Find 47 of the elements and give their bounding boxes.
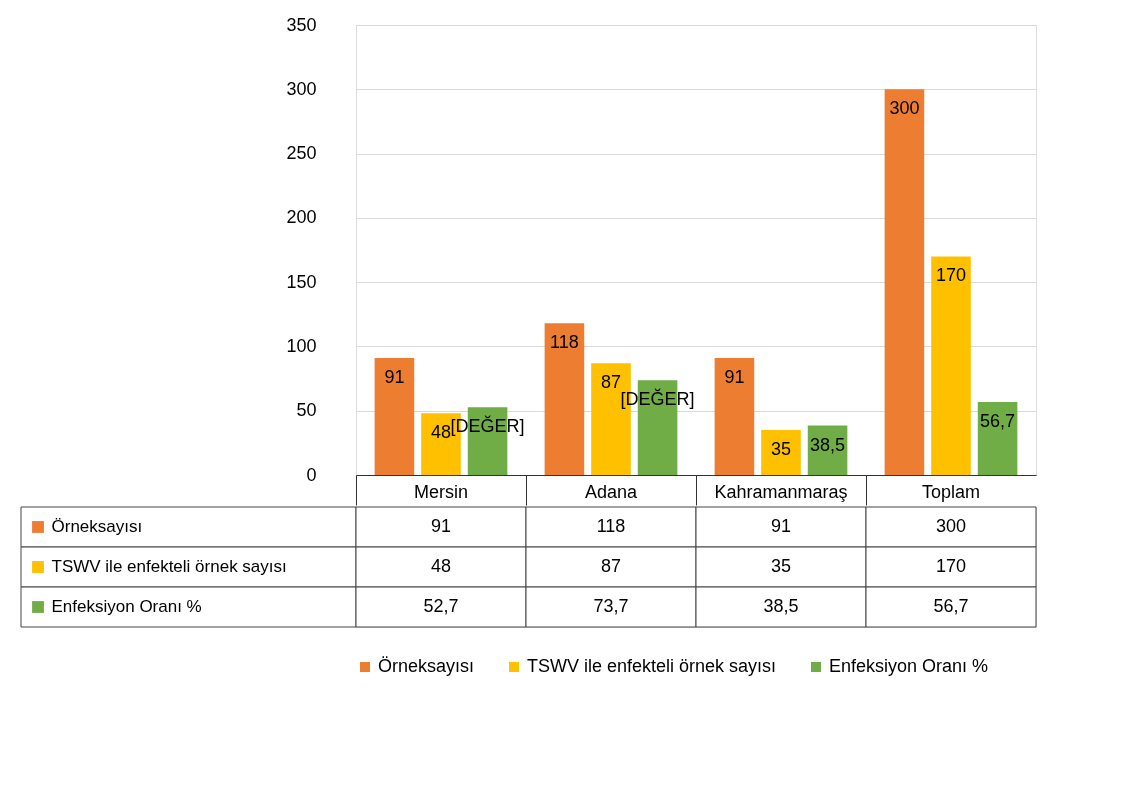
- legend-label: Enfeksiyon Oranı %: [829, 656, 989, 676]
- text: 56,7: [933, 596, 969, 616]
- text: TSWV ile enfekteli örnek sayısı: [527, 656, 777, 676]
- data-label: 118: [550, 332, 579, 353]
- data-label: 87: [600, 372, 622, 393]
- text: Enfeksiyon Oranı %: [51, 597, 202, 616]
- y-tick-label: 300: [286, 78, 317, 99]
- text: 38,5: [763, 596, 799, 616]
- bar: [374, 358, 415, 475]
- legend-label: Örneksayısı: [378, 656, 475, 676]
- data-label: 38,5: [810, 434, 846, 455]
- y-tick-label: 200: [286, 207, 317, 228]
- data-label: 300: [889, 98, 920, 119]
- text: 35: [770, 556, 792, 576]
- text: 48: [430, 556, 452, 576]
- data-label: 48: [430, 422, 452, 443]
- text: Örneksayısı: [51, 517, 143, 536]
- text: 73,7: [593, 596, 629, 616]
- data-label: 91: [724, 367, 745, 387]
- y-tick-label: 50: [296, 400, 317, 421]
- bar: [761, 430, 801, 475]
- text: 300: [935, 516, 967, 536]
- bar: [931, 256, 971, 475]
- text: 170: [935, 556, 967, 576]
- y-tick-label: 100: [286, 335, 317, 356]
- data-label: 35: [770, 439, 792, 459]
- text: 52,7: [423, 596, 459, 616]
- data-label: 56,7: [980, 411, 1016, 432]
- y-tick-label: 150: [286, 271, 317, 292]
- y-tick-label: 250: [286, 143, 317, 164]
- bar: [977, 402, 1018, 475]
- text: 91: [430, 516, 452, 536]
- x-tick-label: Mersin: [413, 481, 469, 502]
- text: 118: [596, 516, 626, 536]
- data-label: 170: [935, 265, 967, 286]
- bar: [544, 323, 585, 475]
- y-tick-label: 350: [286, 14, 317, 35]
- x-tick-label: Toplam: [921, 481, 981, 502]
- text: 87: [600, 556, 622, 576]
- x-tick-label: Kahramanmaraş: [714, 481, 848, 502]
- bar: [714, 358, 755, 475]
- bar: [884, 89, 925, 475]
- legend-label: TSWV ile enfekteli örnek sayısı: [51, 557, 287, 576]
- data-label: 91: [384, 367, 405, 387]
- text: 91: [770, 516, 792, 536]
- x-tick-label: Adana: [584, 481, 639, 502]
- y-tick-label: 0: [306, 464, 317, 485]
